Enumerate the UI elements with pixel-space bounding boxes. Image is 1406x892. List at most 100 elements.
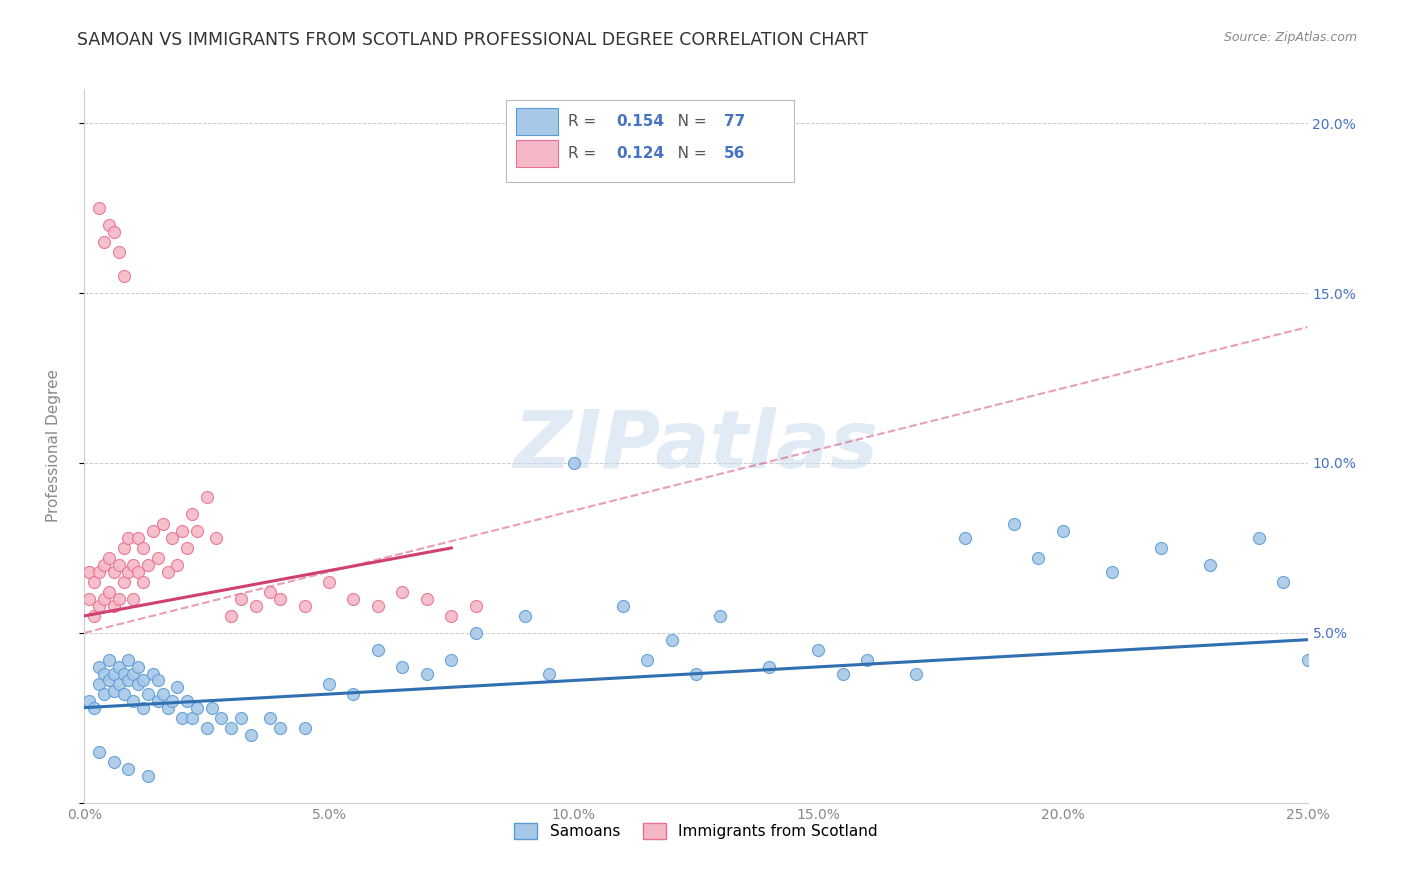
Point — [103, 666, 125, 681]
Text: 0.154: 0.154 — [616, 114, 665, 128]
Point — [117, 653, 139, 667]
Point — [142, 524, 165, 538]
Point — [538, 666, 561, 681]
Point — [219, 608, 242, 623]
Point — [186, 700, 208, 714]
Point — [259, 585, 281, 599]
Point — [1002, 517, 1025, 532]
Point — [229, 711, 252, 725]
Point — [117, 565, 139, 579]
Point — [391, 585, 413, 599]
Point — [107, 245, 129, 260]
Point — [127, 531, 149, 545]
Point — [195, 721, 218, 735]
Point — [83, 608, 105, 623]
Point — [367, 599, 389, 613]
Point — [156, 700, 179, 714]
Point — [97, 585, 120, 599]
Point — [146, 694, 169, 708]
Point — [103, 683, 125, 698]
Point — [416, 666, 439, 681]
Point — [195, 490, 218, 504]
Text: R =: R = — [568, 146, 600, 161]
Point — [117, 762, 139, 776]
Point — [127, 565, 149, 579]
Point — [172, 711, 194, 725]
Point — [464, 626, 486, 640]
Point — [77, 565, 100, 579]
Point — [709, 608, 731, 623]
Text: SAMOAN VS IMMIGRANTS FROM SCOTLAND PROFESSIONAL DEGREE CORRELATION CHART: SAMOAN VS IMMIGRANTS FROM SCOTLAND PROFE… — [77, 31, 869, 49]
Point — [181, 711, 204, 725]
Point — [259, 711, 281, 725]
Point — [107, 591, 129, 606]
Point — [83, 700, 105, 714]
Point — [612, 599, 634, 613]
Legend: Samoans, Immigrants from Scotland: Samoans, Immigrants from Scotland — [508, 817, 884, 845]
Point — [205, 531, 228, 545]
Point — [758, 660, 780, 674]
FancyBboxPatch shape — [516, 140, 558, 167]
Point — [103, 565, 125, 579]
Point — [229, 591, 252, 606]
Point — [103, 599, 125, 613]
Point — [122, 558, 145, 572]
Point — [1296, 653, 1319, 667]
Point — [176, 694, 198, 708]
Point — [807, 643, 830, 657]
Point — [87, 677, 110, 691]
Point — [93, 235, 115, 249]
Point — [200, 700, 222, 714]
Point — [294, 721, 316, 735]
Point — [685, 666, 707, 681]
Point — [122, 591, 145, 606]
FancyBboxPatch shape — [516, 108, 558, 135]
Point — [87, 660, 110, 674]
Point — [103, 225, 125, 239]
Point — [209, 711, 232, 725]
Point — [77, 694, 100, 708]
Point — [166, 680, 188, 694]
Text: R =: R = — [568, 114, 600, 128]
Point — [162, 531, 184, 545]
Point — [117, 531, 139, 545]
Point — [342, 687, 364, 701]
Point — [152, 687, 174, 701]
Point — [87, 201, 110, 215]
Point — [156, 565, 179, 579]
Point — [77, 591, 100, 606]
Point — [636, 653, 658, 667]
Point — [269, 591, 291, 606]
Point — [146, 673, 169, 688]
Point — [856, 653, 879, 667]
Point — [127, 677, 149, 691]
Point — [367, 643, 389, 657]
Point — [87, 745, 110, 759]
Y-axis label: Professional Degree: Professional Degree — [46, 369, 60, 523]
Point — [97, 653, 120, 667]
Point — [83, 574, 105, 589]
Point — [318, 574, 340, 589]
Point — [416, 591, 439, 606]
Point — [245, 599, 267, 613]
Point — [103, 755, 125, 769]
Point — [107, 558, 129, 572]
Point — [1247, 531, 1270, 545]
Point — [464, 599, 486, 613]
Point — [132, 574, 155, 589]
Point — [440, 608, 463, 623]
Point — [112, 687, 135, 701]
Point — [181, 507, 204, 521]
Point — [1272, 574, 1295, 589]
Point — [93, 666, 115, 681]
Point — [142, 666, 165, 681]
Point — [107, 677, 129, 691]
Point — [112, 574, 135, 589]
Point — [219, 721, 242, 735]
Point — [112, 541, 135, 555]
Point — [562, 456, 585, 470]
Point — [122, 694, 145, 708]
Point — [440, 653, 463, 667]
Point — [1028, 551, 1050, 566]
Point — [136, 769, 159, 783]
